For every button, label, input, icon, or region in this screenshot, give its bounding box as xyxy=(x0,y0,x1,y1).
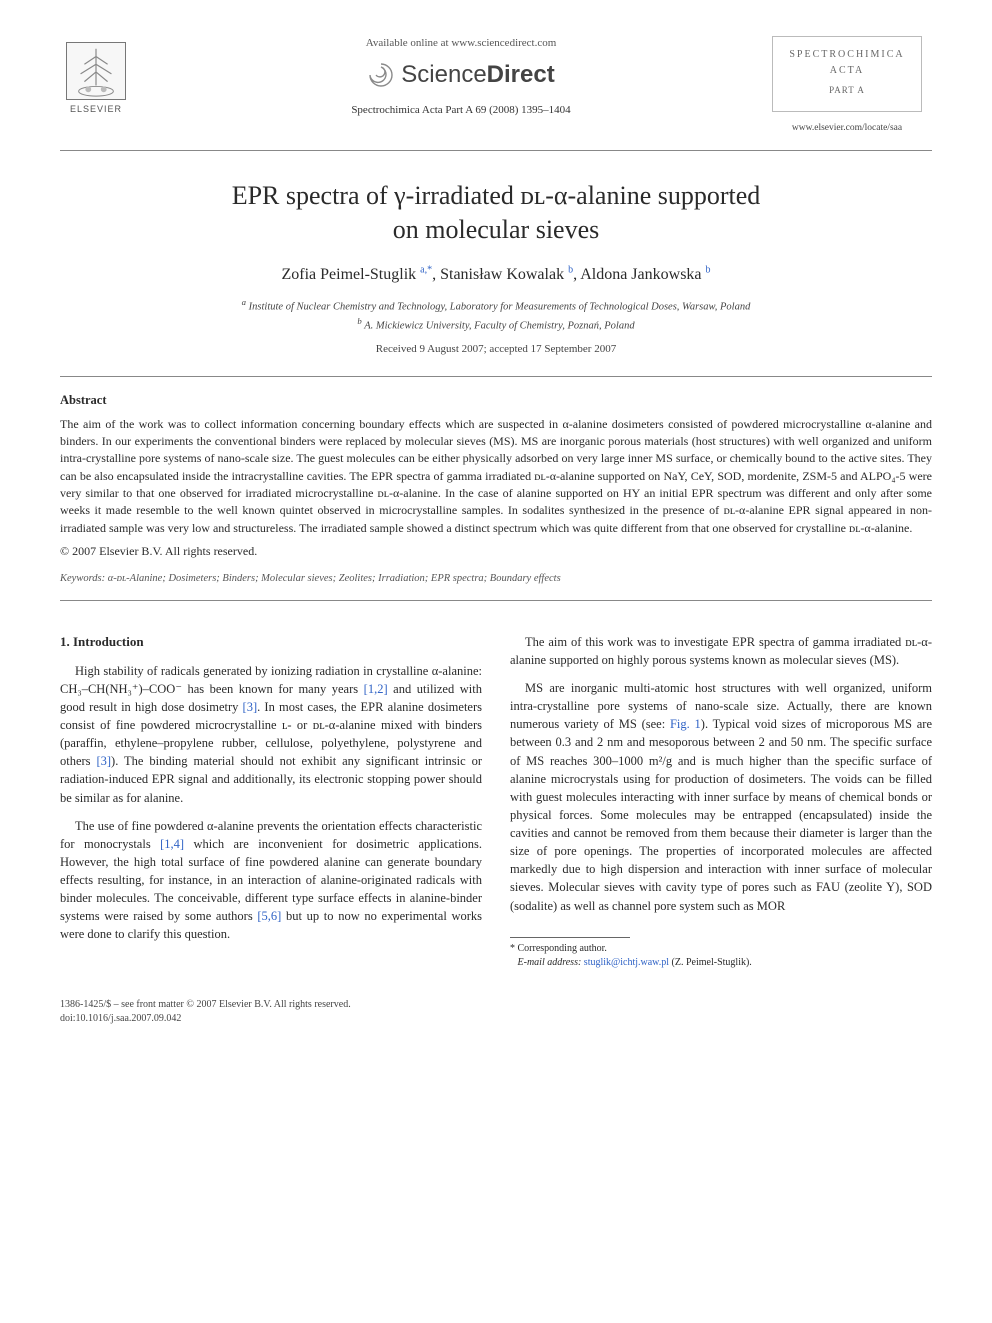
journal-reference: Spectrochimica Acta Part A 69 (2008) 139… xyxy=(170,103,752,119)
sd-word-light: Science xyxy=(401,61,486,88)
author-2: Stanisław Kowalak b xyxy=(440,266,573,283)
page-header: ELSEVIER Available online at www.science… xyxy=(60,36,932,151)
title-line-1: EPR spectra of γ-irradiated ᴅʟ-α-alanine… xyxy=(232,181,761,210)
intro-para-1: High stability of radicals generated by … xyxy=(60,662,482,807)
footer-left: 1386-1425/$ – see front matter © 2007 El… xyxy=(60,998,351,1027)
author-2-affil-link[interactable]: b xyxy=(568,264,573,275)
citation-link[interactable]: [5,6] xyxy=(257,909,281,923)
sd-word-bold: Direct xyxy=(487,61,555,88)
intro-para-2: The use of fine powdered α-alanine preve… xyxy=(60,817,482,944)
p4-seg-b: ). Typical void sizes of microporous MS … xyxy=(510,717,932,912)
rule-below-keywords xyxy=(60,600,932,601)
author-1-affil-link[interactable]: a,* xyxy=(420,264,432,275)
elsevier-logo: ELSEVIER xyxy=(60,36,132,116)
corresponding-author-footnote: * Corresponding author. E-mail address: … xyxy=(510,942,932,970)
body-columns: 1. Introduction High stability of radica… xyxy=(60,633,932,970)
citation-link[interactable]: [3] xyxy=(243,700,258,714)
footer-front-matter: 1386-1425/$ – see front matter © 2007 El… xyxy=(60,998,351,1013)
citation-link[interactable]: [1,4] xyxy=(160,837,184,851)
author-1-name: Zofia Peimel-Stuglik xyxy=(281,266,416,283)
journal-box-line2: ACTA xyxy=(779,63,915,79)
page-footer: 1386-1425/$ – see front matter © 2007 El… xyxy=(60,998,932,1027)
author-2-name: Stanisław Kowalak xyxy=(440,266,564,283)
header-right: SPECTROCHIMICA ACTA PART A www.elsevier.… xyxy=(762,36,932,136)
locate-url: www.elsevier.com/locate/saa xyxy=(792,122,902,136)
elsevier-tree-icon xyxy=(66,42,126,100)
available-online-text: Available online at www.sciencedirect.co… xyxy=(170,36,752,52)
figure-link[interactable]: Fig. 1 xyxy=(670,717,701,731)
author-3-name: Aldona Jankowska xyxy=(580,266,701,283)
journal-title-box: SPECTROCHIMICA ACTA PART A xyxy=(772,36,922,112)
header-center: Available online at www.sciencedirect.co… xyxy=(160,36,762,119)
author-1: Zofia Peimel-Stuglik a,* xyxy=(281,266,432,283)
abstract-text: The aim of the work was to collect infor… xyxy=(60,416,932,538)
affiliation-a: a Institute of Nuclear Chemistry and Tec… xyxy=(60,296,932,315)
author-3: Aldona Jankowska b xyxy=(580,266,710,283)
sciencedirect-swirl-icon xyxy=(367,61,395,89)
affiliation-a-text: Institute of Nuclear Chemistry and Techn… xyxy=(249,301,751,312)
footnote-email-label: E-mail address: xyxy=(518,957,582,968)
sciencedirect-wordmark: ScienceDirect xyxy=(401,58,554,93)
author-3-affil-link[interactable]: b xyxy=(706,264,711,275)
footer-doi: doi:10.1016/j.saa.2007.09.042 xyxy=(60,1012,351,1027)
journal-box-part: PART A xyxy=(779,83,915,97)
footnote-corr-label: * Corresponding author. xyxy=(510,942,932,956)
footnote-email-who: (Z. Peimel-Stuglik). xyxy=(672,957,752,968)
author-list: Zofia Peimel-Stuglik a,*, Stanisław Kowa… xyxy=(60,263,932,286)
footnote-email-line: E-mail address: stuglik@ichtj.waw.pl (Z.… xyxy=(510,956,932,970)
citation-link[interactable]: [1,2] xyxy=(364,682,388,696)
publisher-logo-block: ELSEVIER xyxy=(60,36,160,116)
affiliations: a Institute of Nuclear Chemistry and Tec… xyxy=(60,296,932,335)
title-line-2: on molecular sieves xyxy=(393,215,600,244)
affiliation-b: b A. Mickiewicz University, Faculty of C… xyxy=(60,315,932,334)
abstract-heading: Abstract xyxy=(60,391,932,409)
article-title: EPR spectra of γ-irradiated ᴅʟ-α-alanine… xyxy=(60,179,932,247)
article-dates: Received 9 August 2007; accepted 17 Sept… xyxy=(60,342,932,358)
elsevier-wordmark: ELSEVIER xyxy=(70,103,122,116)
footnote-email-link[interactable]: stuglik@ichtj.waw.pl xyxy=(584,957,669,968)
intro-para-4: MS are inorganic multi-atomic host struc… xyxy=(510,679,932,915)
rule-above-abstract xyxy=(60,376,932,377)
keywords-line: Keywords: α-ᴅʟ-Alanine; Dosimeters; Bind… xyxy=(60,571,932,586)
citation-link[interactable]: [3] xyxy=(96,754,111,768)
footnote-separator xyxy=(510,937,630,938)
p1-seg-d: ). The binding material should not exhib… xyxy=(60,754,482,804)
keywords-label: Keywords: xyxy=(60,573,105,584)
abstract-block: Abstract The aim of the work was to coll… xyxy=(60,391,932,560)
affiliation-b-text: A. Mickiewicz University, Faculty of Che… xyxy=(364,321,634,332)
intro-para-3: The aim of this work was to investigate … xyxy=(510,633,932,669)
sciencedirect-logo: ScienceDirect xyxy=(367,58,554,93)
abstract-copyright: © 2007 Elsevier B.V. All rights reserved… xyxy=(60,543,932,560)
section-1-heading: 1. Introduction xyxy=(60,633,482,652)
keywords-list: α-ᴅʟ-Alanine; Dosimeters; Binders; Molec… xyxy=(108,573,561,584)
journal-box-line1: SPECTROCHIMICA xyxy=(779,47,915,63)
